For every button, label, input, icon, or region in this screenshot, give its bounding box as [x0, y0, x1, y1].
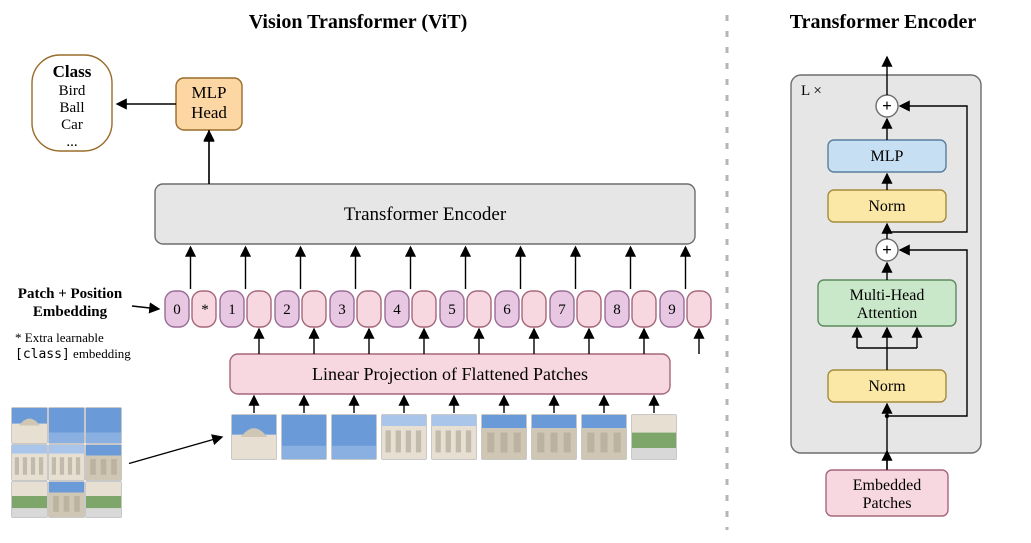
patch-thumb [49, 408, 84, 443]
patch-thumb [532, 415, 576, 459]
patch-token [632, 291, 656, 327]
patch-token [467, 291, 491, 327]
arrow-grid-to-row [129, 437, 222, 464]
patch-thumb [12, 445, 47, 480]
transformer-encoder-label: Transformer Encoder [344, 204, 507, 225]
right-title: Transformer Encoder [790, 11, 977, 33]
linear-projection-label: Linear Projection of Flattened Patches [312, 364, 588, 384]
patch-token [522, 291, 546, 327]
position-token-label: 1 [228, 302, 236, 318]
footnote: * Extra learnable [15, 330, 104, 345]
residual-add-2-plus-icon: + [882, 96, 892, 115]
position-token-label: 3 [338, 302, 346, 318]
position-token-label: 8 [613, 302, 621, 318]
patch-thumb [332, 415, 376, 459]
class-item: Bird [59, 83, 86, 99]
embedded-patches-box-label: Patches [863, 495, 912, 512]
mha-box-label: Attention [857, 305, 917, 322]
patch-thumb [382, 415, 426, 459]
class-header: Class [53, 62, 92, 81]
patch-token [412, 291, 436, 327]
class-token-star: * [201, 302, 209, 318]
position-token-label: 0 [173, 302, 181, 318]
patch-token [247, 291, 271, 327]
footnote: [class] embedding [15, 346, 131, 362]
patch-thumb [49, 445, 84, 480]
mha-box-label: Multi-Head [850, 287, 925, 304]
patch-token [577, 291, 601, 327]
position-token-label: 9 [668, 302, 676, 318]
patch-thumb [86, 445, 121, 480]
mlp-head-label: MLP [192, 83, 227, 102]
class-item: ... [66, 134, 77, 150]
arrow-label-to-token0 [132, 306, 159, 309]
patch-thumb [232, 415, 276, 459]
patch-thumb [432, 415, 476, 459]
patch-thumb [12, 482, 47, 517]
position-token-label: 6 [503, 302, 511, 318]
patch-thumb [49, 482, 84, 517]
position-token-label: 2 [283, 302, 291, 318]
patch-thumb [632, 415, 676, 459]
embedded-patches-box-label: Embedded [853, 477, 921, 494]
position-token-label: 4 [393, 302, 401, 318]
mlp-box-label: MLP [871, 148, 904, 165]
patch-thumb [482, 415, 526, 459]
patch-token [687, 291, 711, 327]
patch-thumb [86, 482, 121, 517]
patch-thumb [282, 415, 326, 459]
norm1-box-label: Norm [868, 378, 906, 395]
vit-diagram: Vision Transformer (ViT) Transformer Enco… [0, 0, 1031, 543]
residual-add-1-plus-icon: + [882, 240, 892, 259]
patch-thumb [12, 408, 47, 443]
position-token-label: 5 [448, 302, 456, 318]
patch-thumb [582, 415, 626, 459]
repeat-L-label: L × [801, 83, 822, 99]
position-token-label: 7 [558, 302, 566, 318]
patch-pos-label: Embedding [33, 304, 108, 320]
patch-pos-label: Patch + Position [18, 286, 123, 302]
patch-token [357, 291, 381, 327]
patch-token [302, 291, 326, 327]
left-title: Vision Transformer (ViT) [249, 11, 468, 33]
class-item: Ball [60, 100, 85, 116]
class-item: Car [61, 117, 83, 133]
mlp-head-label: Head [191, 103, 227, 122]
norm2-box-label: Norm [868, 198, 906, 215]
patch-thumb [86, 408, 121, 443]
